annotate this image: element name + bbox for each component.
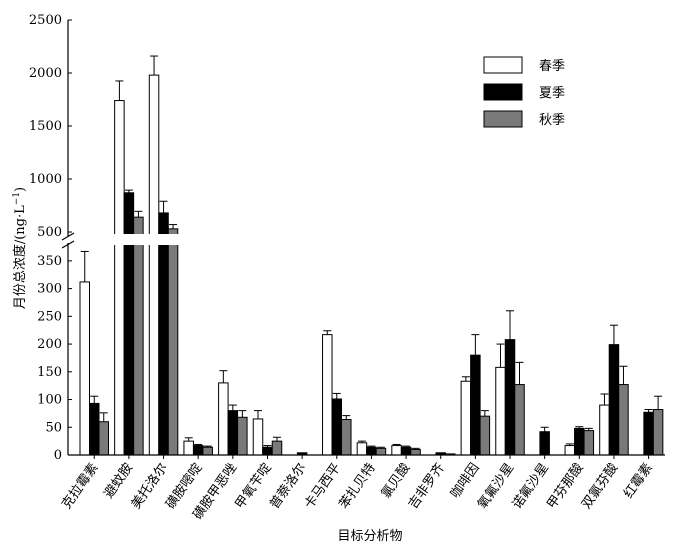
bar-2-4 xyxy=(192,445,204,456)
bar-1-13 xyxy=(495,366,506,456)
x-tick-label-10: 氯贝酸 xyxy=(379,461,414,502)
bar-2-2 xyxy=(123,192,135,456)
bar-1-5 xyxy=(218,382,229,456)
x-tick-label-12: 咖啡因 xyxy=(448,461,483,502)
bar-3-15 xyxy=(583,430,595,456)
x-tick-label-17: 红霉素 xyxy=(620,460,655,501)
legend-label-2: 夏季 xyxy=(539,86,565,101)
y-tick-label-lower-1: 0 xyxy=(54,448,62,463)
bars-layer xyxy=(69,55,666,456)
bar-3-17 xyxy=(652,409,664,456)
bar-1-3 xyxy=(148,74,160,456)
x-tick-label-1: 克拉霉素 xyxy=(59,461,101,512)
legend-label-1: 春季 xyxy=(539,59,565,74)
bar-3-9 xyxy=(375,447,387,456)
bar-1-15 xyxy=(564,445,576,456)
y-tick-label-lower-2: 50 xyxy=(45,420,62,435)
axis-break-mark-1 xyxy=(61,232,75,241)
y-axis-label-superscript: −1 xyxy=(12,192,22,205)
bar-2-10 xyxy=(400,446,412,456)
y-tick-label-upper-1: 500 xyxy=(37,225,62,240)
y-tick-label-upper-5: 2500 xyxy=(29,13,62,28)
bar-3-16 xyxy=(618,384,629,456)
y-tick-label-lower-5: 200 xyxy=(37,337,62,352)
bar-1-8 xyxy=(322,334,333,456)
axis-break-band xyxy=(69,234,666,245)
y-axis-label-main: 月份总浓度/(ng·L xyxy=(12,205,28,309)
bar-3-10 xyxy=(410,448,421,456)
bar-3-2 xyxy=(133,216,144,456)
y-axis-label: 月份总浓度/(ng·L−1) xyxy=(12,187,28,309)
bar-3-8 xyxy=(341,419,352,456)
bar-1-6 xyxy=(252,418,264,456)
legend-swatch-3 xyxy=(483,110,523,128)
bar-2-14 xyxy=(539,431,550,456)
bar-3-6 xyxy=(271,440,283,456)
y-tick-label-upper-4: 2000 xyxy=(29,66,62,81)
x-tick-label-16: 双氯芬酸 xyxy=(579,461,621,512)
y-tick-label-lower-7: 300 xyxy=(37,282,62,297)
bar-2-3 xyxy=(158,212,169,456)
legend-swatch-2 xyxy=(483,83,523,101)
legend-label-3: 秋季 xyxy=(539,113,565,128)
bar-2-16 xyxy=(608,344,620,456)
x-tick-label-9: 苯扎贝特 xyxy=(337,461,379,512)
bar-1-9 xyxy=(356,442,368,456)
axis-break-mark-2 xyxy=(61,240,75,249)
bar-2-15 xyxy=(574,427,585,456)
y-tick-label-upper-2: 1000 xyxy=(29,172,62,187)
bar-3-3 xyxy=(167,228,179,456)
bar-2-6 xyxy=(262,446,273,456)
legend-swatch-1 xyxy=(483,56,523,74)
bar-2-17 xyxy=(643,411,654,456)
bar-3-1 xyxy=(98,421,109,456)
bar-1-2 xyxy=(114,100,125,456)
y-tick-label-lower-4: 150 xyxy=(37,365,62,380)
bar-1-16 xyxy=(599,404,610,456)
y-axis-label-close: ) xyxy=(13,187,28,192)
bar-1-12 xyxy=(460,380,472,456)
bar-3-12 xyxy=(479,415,491,456)
bar-2-5 xyxy=(227,410,239,456)
x-axis-label: 目标分析物 xyxy=(337,529,402,544)
bar-3-5 xyxy=(237,416,248,456)
bar-2-12 xyxy=(470,354,481,456)
bar-1-4 xyxy=(183,440,194,456)
bar-3-13 xyxy=(514,384,525,456)
bar-1-1 xyxy=(79,281,90,456)
bar-2-1 xyxy=(89,402,100,456)
y-tick-label-lower-8: 350 xyxy=(37,254,62,269)
bar-2-8 xyxy=(331,398,343,456)
bar-3-4 xyxy=(202,446,213,456)
y-tick-label-upper-3: 1500 xyxy=(29,119,62,134)
y-tick-label-lower-3: 100 xyxy=(37,393,62,408)
bar-2-9 xyxy=(366,446,377,456)
x-tick-label-11: 吉非罗齐 xyxy=(405,460,448,512)
bar-1-10 xyxy=(391,445,402,456)
y-tick-label-lower-6: 250 xyxy=(37,309,62,324)
bar-2-13 xyxy=(504,339,516,456)
x-tick-label-2: 避蚊胺 xyxy=(102,461,137,502)
